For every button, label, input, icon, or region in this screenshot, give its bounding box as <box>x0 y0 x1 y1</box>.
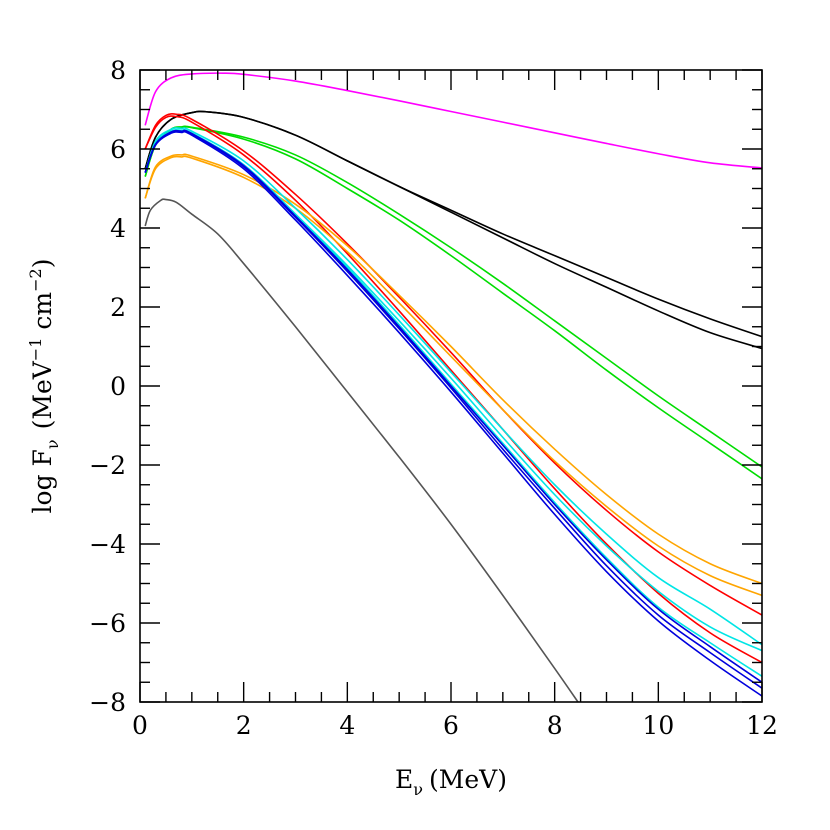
y-tick-label: −4 <box>89 530 126 559</box>
ticks-layer <box>139 69 763 703</box>
y-tick-label: 8 <box>110 56 126 85</box>
series-layer <box>144 72 762 702</box>
x-tick-label: 10 <box>642 711 674 740</box>
x-axis-title: Eν (MeV) <box>395 765 507 799</box>
x-tick-label: 12 <box>746 711 778 740</box>
series-line-12 <box>144 130 762 697</box>
series-line-1 <box>144 110 762 338</box>
series-line-9 <box>144 127 762 646</box>
x-tick-label: 6 <box>443 711 459 740</box>
y-tick-label: −6 <box>89 609 126 638</box>
tick-labels-layer: 0 2 4 6 8 10 12 8 6 4 2 0 −2 −4 −6 −8 <box>89 56 778 740</box>
series-line-14 <box>144 129 762 683</box>
series-line-15 <box>144 198 579 702</box>
y-tick-label: 4 <box>110 214 126 243</box>
series-line-5 <box>144 113 762 616</box>
y-axis-title: log Fν(MeV−1cm−2) <box>26 259 62 514</box>
x-tick-label: 0 <box>132 711 148 740</box>
series-line-8 <box>144 155 762 597</box>
y-tick-label: 6 <box>110 135 126 164</box>
series-line-11 <box>144 128 762 652</box>
y-tick-label: 2 <box>110 293 126 322</box>
x-tick-label: 8 <box>547 711 563 740</box>
series-line-0 <box>144 72 762 169</box>
series-line-7 <box>144 153 762 585</box>
x-tick-label: 4 <box>339 711 355 740</box>
y-tick-label: −8 <box>89 688 126 717</box>
y-tick-label: −2 <box>89 451 126 480</box>
x-tick-label: 2 <box>236 711 252 740</box>
y-tick-label: 0 <box>110 372 126 401</box>
